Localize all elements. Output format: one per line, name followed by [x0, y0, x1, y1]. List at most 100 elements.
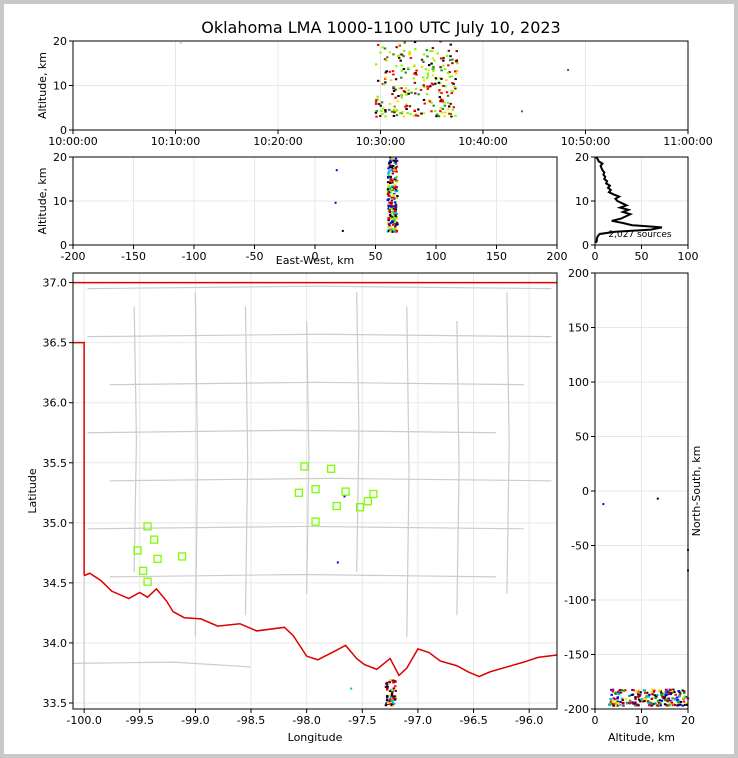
lightning-source-point	[442, 56, 445, 59]
lightning-source-point	[387, 207, 390, 210]
lightning-source-point	[619, 703, 622, 706]
lightning-source-point	[430, 62, 433, 65]
y-tick-label: 35.0	[43, 517, 68, 530]
lightning-source-point	[385, 70, 388, 73]
lightning-source-point	[449, 43, 452, 46]
time-altitude-frame	[72, 40, 689, 131]
lightning-source-point	[383, 47, 387, 50]
lightning-source-point	[392, 697, 395, 700]
lightning-source-point	[661, 692, 664, 695]
lightning-source-point	[400, 96, 404, 99]
y-tick-label: 36.0	[43, 397, 68, 410]
x-tick-label: 10	[635, 714, 649, 727]
county-line	[306, 321, 310, 594]
county-line	[194, 292, 199, 637]
lightning-source-point	[454, 78, 457, 81]
lightning-source-point	[392, 215, 395, 218]
lightning-source-point	[660, 693, 663, 696]
lightning-source-point	[449, 102, 452, 105]
lightning-source-point	[395, 196, 398, 199]
lightning-source-point	[448, 59, 452, 62]
lightning-source-point	[567, 68, 570, 71]
lightning-source-point	[413, 81, 417, 84]
lightning-source-point	[396, 54, 400, 57]
lma-station-marker	[326, 464, 336, 473]
lightning-source-point	[454, 70, 457, 73]
lightning-source-point	[608, 704, 612, 707]
lightning-source-point	[652, 690, 656, 693]
lightning-source-point	[391, 220, 394, 223]
lightning-source-point	[394, 160, 397, 163]
lightning-source-point	[376, 95, 379, 98]
lightning-source-point	[393, 218, 396, 221]
lightning-source-point	[343, 495, 346, 498]
x-tick-label: 0	[592, 714, 599, 727]
lightning-source-point	[664, 691, 667, 694]
lightning-source-point	[627, 702, 630, 705]
lightning-source-point	[387, 225, 390, 228]
lightning-source-point	[661, 696, 665, 699]
state-line-red-river	[83, 572, 558, 678]
lightning-source-point	[678, 703, 681, 706]
lightning-source-point	[392, 210, 395, 213]
lightning-source-point	[394, 78, 398, 81]
lightning-source-point	[390, 203, 393, 206]
lightning-source-point	[393, 213, 396, 216]
lightning-source-point	[616, 700, 619, 703]
y-tick-label: 100	[568, 376, 589, 389]
lightning-source-point	[624, 689, 627, 692]
lightning-source-point	[392, 196, 395, 199]
lightning-source-point	[646, 694, 649, 697]
lightning-source-point	[389, 191, 392, 194]
lightning-source-point	[384, 704, 388, 707]
lightning-source-point	[437, 81, 441, 84]
lightning-source-point	[389, 230, 392, 233]
x-tick-label: -200	[61, 250, 86, 263]
lightning-source-point	[446, 101, 450, 104]
lightning-source-point	[384, 81, 387, 84]
lightning-source-point	[388, 207, 392, 210]
lightning-source-point	[437, 115, 441, 118]
lightning-source-point	[391, 164, 395, 167]
lightning-source-point	[407, 89, 410, 92]
lightning-source-point	[385, 683, 389, 686]
lightning-source-point	[395, 110, 398, 113]
lightning-source-point	[438, 96, 441, 99]
lightning-source-point	[647, 702, 650, 705]
lightning-source-point	[450, 92, 453, 95]
lightning-source-point	[390, 205, 393, 208]
county-line	[244, 306, 249, 616]
x-tick-label: 100	[426, 250, 447, 263]
x-tick-label: 11:00:00	[663, 135, 712, 148]
lightning-source-point	[392, 687, 396, 690]
lightning-source-point	[387, 186, 390, 189]
lightning-source-point	[454, 72, 458, 75]
county-line	[506, 292, 510, 594]
lightning-source-point	[453, 85, 456, 88]
altitude-histogram-frame	[594, 156, 689, 246]
lightning-source-point	[441, 99, 444, 102]
lightning-source-point	[435, 113, 439, 116]
lightning-source-point	[637, 695, 640, 698]
lma-figure: Oklahoma LMA 1000-1100 UTC July 10, 2023…	[4, 4, 734, 754]
y-tick-label: 37.0	[43, 277, 68, 290]
lightning-source-point	[617, 690, 620, 693]
lightning-source-point	[388, 699, 391, 702]
lightning-source-point	[390, 166, 393, 169]
lightning-source-point	[395, 175, 399, 178]
lightning-source-point	[423, 85, 426, 88]
lightning-source-point	[673, 698, 677, 701]
lightning-source-point	[656, 699, 660, 702]
lightning-source-point	[439, 66, 442, 69]
lightning-source-point	[387, 170, 391, 173]
lightning-source-point	[663, 703, 667, 706]
lightning-source-point	[394, 202, 397, 205]
lightning-source-point	[684, 696, 687, 699]
lightning-source-point	[393, 106, 397, 109]
x-tick-label: 10:00:00	[48, 135, 97, 148]
lightning-source-point	[388, 210, 392, 213]
lightning-source-point	[389, 161, 392, 164]
lightning-source-point	[443, 101, 446, 104]
lightning-source-point	[393, 197, 396, 200]
lightning-source-point	[414, 114, 418, 117]
